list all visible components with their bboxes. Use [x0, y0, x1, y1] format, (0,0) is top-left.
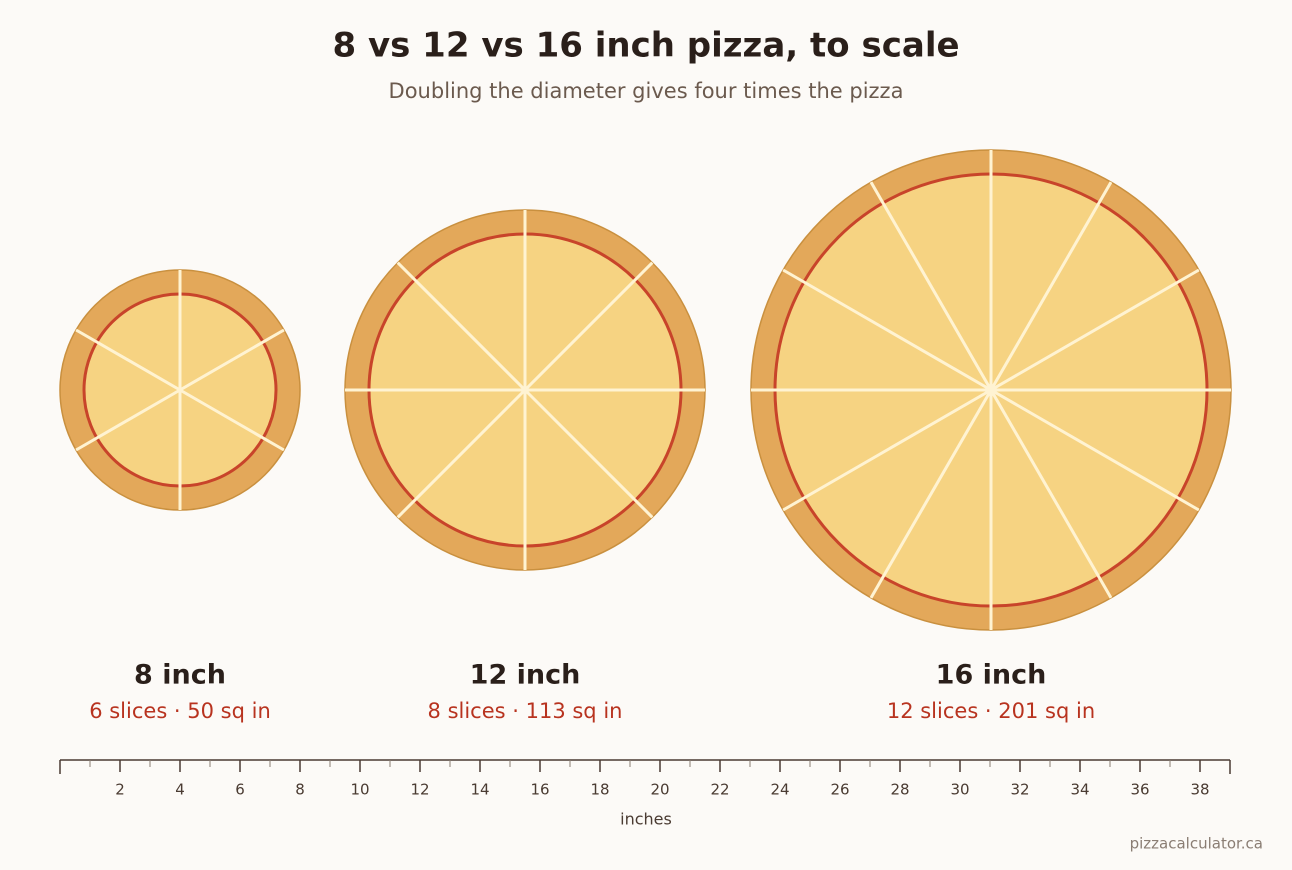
tick-label: 24 [770, 781, 789, 799]
slice-cut [782, 268, 992, 392]
slice-cut [179, 328, 285, 392]
slice-cut [990, 388, 1200, 512]
slice-cut [989, 181, 1113, 391]
pizza-name: 16 inch [936, 660, 1047, 691]
tick-label: 34 [1070, 781, 1089, 799]
slice-cut [990, 268, 1200, 392]
slice-cut [782, 388, 992, 512]
slice-cut [869, 389, 993, 599]
tick-label: 38 [1190, 781, 1209, 799]
pizza-caption: 8 slices · 113 sq in [428, 699, 623, 723]
slice-cut [523, 261, 654, 392]
title: 8 vs 12 vs 16 inch pizza, to scale [332, 26, 959, 66]
tick-label: 20 [650, 781, 669, 799]
tick-label: 2 [115, 781, 125, 799]
tick-label: 30 [950, 781, 969, 799]
slice-cut [989, 389, 1113, 599]
subtitle: Doubling the diameter gives four times t… [389, 79, 904, 103]
tick-label: 32 [1010, 781, 1029, 799]
tick-label: 16 [530, 781, 549, 799]
pizza-name: 12 inch [470, 660, 581, 691]
pizza-name: 8 inch [134, 660, 226, 691]
tick-label: 28 [890, 781, 909, 799]
tick-label: 18 [590, 781, 609, 799]
footer: pizzacalculator.ca [1130, 835, 1263, 853]
tick-label: 22 [710, 781, 729, 799]
tick-label: 10 [350, 781, 369, 799]
tick-label: 4 [175, 781, 185, 799]
tick-label: 8 [295, 781, 305, 799]
tick-label: 12 [410, 781, 429, 799]
slice-cut [75, 328, 181, 392]
tick-label: 26 [830, 781, 849, 799]
slice-cut [396, 388, 527, 519]
tick-label: 36 [1130, 781, 1149, 799]
ruler-label: inches [620, 810, 672, 829]
slice-cut [75, 388, 181, 452]
tick-label: 14 [470, 781, 489, 799]
slice-cut [396, 261, 527, 392]
slice-cut [869, 181, 993, 391]
pizza-caption: 12 slices · 201 sq in [887, 699, 1095, 723]
slice-cut [179, 388, 285, 452]
slice-cut [523, 388, 654, 519]
pizza-caption: 6 slices · 50 sq in [89, 699, 271, 723]
tick-label: 6 [235, 781, 245, 799]
